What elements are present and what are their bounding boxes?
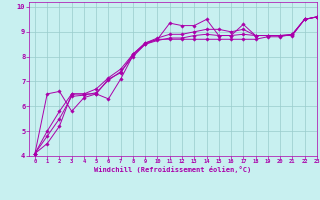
X-axis label: Windchill (Refroidissement éolien,°C): Windchill (Refroidissement éolien,°C): [94, 166, 252, 173]
